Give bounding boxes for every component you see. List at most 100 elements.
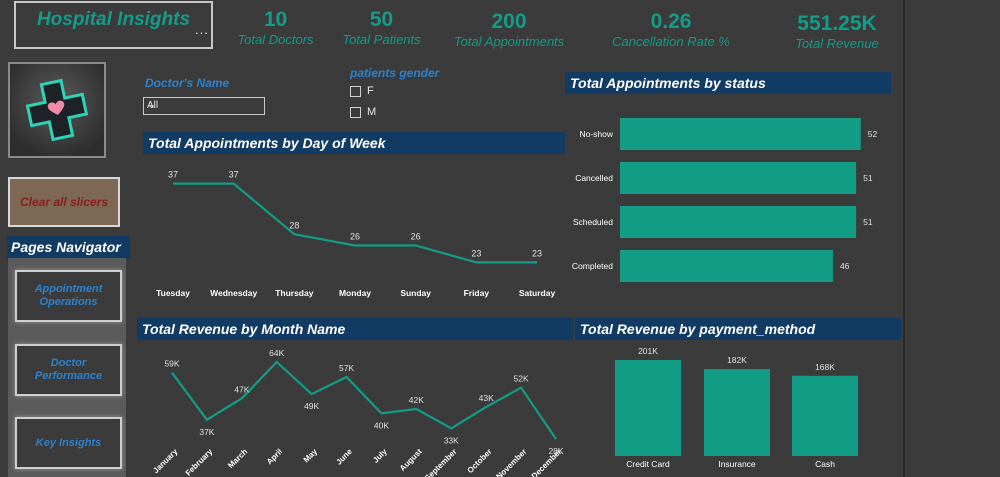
data-label: 26	[350, 232, 360, 242]
revenue-by-payment-chart: 201K Credit Card 182K Insurance 168K Cash	[615, 346, 858, 469]
kpi-value: 10	[263, 8, 288, 31]
nav-doctor-performance-button[interactable]: Doctor Performance	[15, 344, 122, 396]
checkbox[interactable]	[350, 85, 361, 97]
data-label: 26	[411, 232, 421, 242]
x-tick-label: November	[494, 447, 528, 477]
doctor-slicer-title: Doctor's Name	[145, 76, 230, 90]
x-tick-label: October	[466, 447, 494, 475]
pages-navigator-label: Pages Navigator	[11, 239, 121, 255]
data-label: 57K	[339, 363, 354, 373]
x-tick-label: April	[265, 447, 284, 466]
appointments-by-day-title-bar: Total Appointments by Day of Week	[143, 132, 565, 154]
y-tick-label: Scheduled	[573, 217, 613, 227]
medical-cross-icon	[25, 78, 89, 142]
x-tick-label: Saturday	[519, 288, 556, 298]
chart-title: Total Appointments by status	[570, 75, 766, 91]
y-tick-label: Completed	[572, 261, 613, 271]
x-tick-label: January	[151, 447, 179, 475]
kpi-value: 50	[369, 8, 394, 31]
revenue-by-month-chart: 59K January 37K February 47K March 64K April 49K…	[151, 348, 564, 477]
pages-navigator-title: Pages Navigator	[7, 236, 130, 259]
data-label: 28	[289, 220, 299, 230]
x-tick-label: Thursday	[275, 288, 314, 298]
x-tick-label: Sunday	[400, 288, 431, 298]
data-label: 51	[863, 173, 873, 183]
x-tick-label: Credit Card	[626, 459, 670, 469]
data-label: 64K	[269, 348, 284, 358]
data-label: 168K	[815, 362, 835, 372]
x-tick-label: December	[530, 447, 564, 477]
nav-key-insights-button[interactable]: Key Insights	[15, 417, 122, 469]
x-tick-label: July	[371, 447, 389, 465]
data-label: 51	[863, 217, 873, 227]
data-label: 37	[229, 170, 239, 180]
data-label: 33K	[444, 435, 459, 445]
data-label: 201K	[638, 346, 658, 356]
x-tick-label: Insurance	[718, 459, 756, 469]
data-label: 23	[471, 248, 481, 258]
x-tick-label: Cash	[815, 459, 835, 469]
series-line	[171, 360, 557, 440]
kpi-total-appointments: 200 Total Appointments	[441, 10, 577, 49]
more-options-icon[interactable]: ...	[195, 22, 209, 37]
data-label: 23	[532, 248, 542, 258]
gender-option-label: F	[367, 85, 374, 97]
bar	[615, 360, 681, 456]
nav-appointment-operations-button[interactable]: Appointment Operations	[15, 270, 122, 322]
data-label: 52K	[514, 374, 529, 384]
x-tick-label: February	[184, 447, 215, 477]
chart-title: Total Appointments by Day of Week	[148, 135, 386, 151]
x-tick-label: June	[334, 447, 354, 467]
dropdown-selected-value: All	[147, 100, 159, 111]
gender-option-label: M	[367, 106, 377, 118]
kpi-label: Total Patients	[342, 32, 421, 47]
data-label: 37K	[199, 427, 214, 437]
data-label: 42K	[409, 395, 424, 405]
x-tick-label: March	[226, 447, 249, 470]
kpi-label: Total Revenue	[795, 36, 879, 51]
gender-slicer-title: patients gender	[350, 66, 440, 80]
hospital-logo	[8, 62, 106, 158]
y-tick-label: Cancelled	[575, 173, 613, 183]
right-panel	[903, 0, 1000, 477]
x-tick-label: Tuesday	[156, 288, 190, 298]
kpi-label: Total Appointments	[453, 34, 565, 49]
appointments-by-status-chart: No-show 52 Cancelled 51 Scheduled 51 Completed…	[572, 118, 878, 282]
gender-option-m[interactable]: M	[350, 106, 376, 118]
doctor-name-dropdown[interactable]: All ⌄	[143, 97, 265, 115]
data-label: 28K	[548, 446, 563, 456]
checkbox[interactable]	[350, 106, 361, 118]
clear-slicers-button[interactable]: Clear all slicers	[8, 177, 120, 227]
y-tick-label: No-show	[579, 129, 613, 139]
x-tick-label: May	[302, 447, 320, 465]
data-label: 37	[168, 170, 178, 180]
bar	[704, 369, 770, 456]
kpi-label: Cancellation Rate %	[612, 34, 730, 49]
bar	[620, 206, 857, 238]
chart-title: Total Revenue by payment_method	[580, 321, 816, 337]
x-tick-label: Wednesday	[210, 288, 257, 298]
data-label: 43K	[479, 393, 494, 403]
kpi-total-revenue: 551.25K Total Revenue	[782, 12, 892, 51]
clear-slicers-label: Clear all slicers	[19, 195, 109, 209]
gender-option-f[interactable]: F	[350, 85, 374, 97]
data-label: 52	[868, 129, 878, 139]
kpi-total-patients: 50 Total Patients	[334, 8, 429, 47]
bar	[792, 375, 858, 456]
data-label: 47K	[234, 384, 249, 394]
x-tick-label: Monday	[339, 288, 371, 298]
revenue-by-payment-title-bar: Total Revenue by payment_method	[575, 318, 901, 340]
x-tick-label: August	[398, 447, 424, 473]
revenue-by-month-title-bar: Total Revenue by Month Name	[137, 318, 573, 340]
kpi-value: 200	[491, 10, 527, 33]
chart-title: Total Revenue by Month Name	[142, 321, 346, 337]
bar	[620, 250, 833, 282]
data-label: 40K	[374, 420, 389, 430]
kpi-value: 0.26	[650, 10, 692, 33]
data-label: 46	[840, 261, 850, 271]
kpi-label: Total Doctors	[237, 32, 314, 47]
data-label: 49K	[304, 401, 319, 411]
bar	[620, 162, 857, 194]
chevron-down-icon: ⌄	[147, 99, 157, 111]
